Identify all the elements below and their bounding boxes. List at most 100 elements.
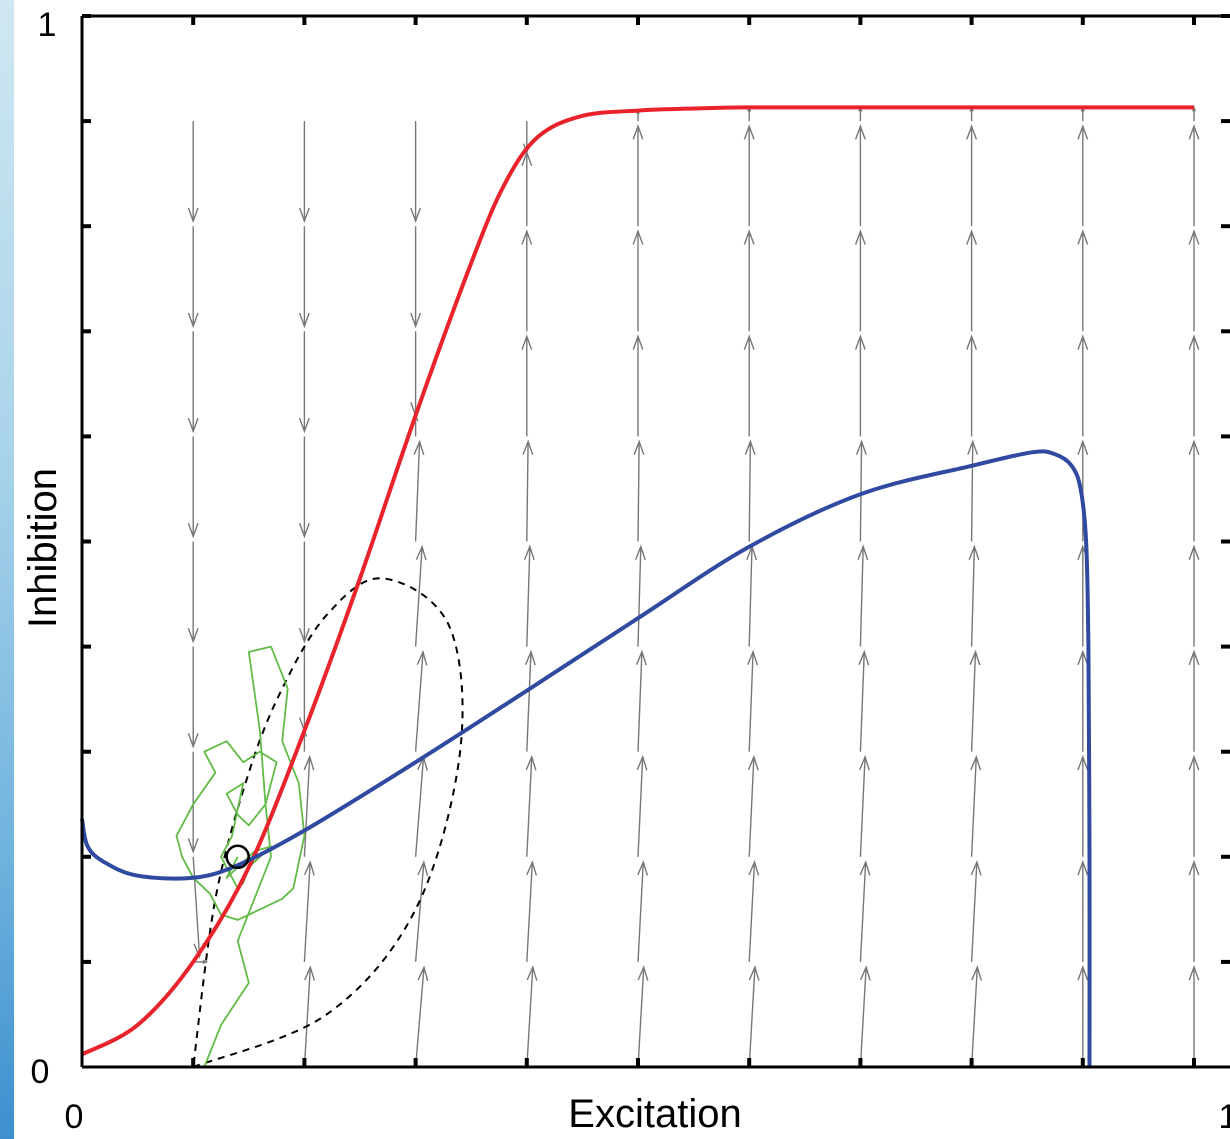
inhibitory-nullcline <box>81 105 1194 1057</box>
vector-arrowhead <box>854 124 866 140</box>
vector-arrowhead <box>1077 439 1089 455</box>
vector-arrow <box>970 441 974 542</box>
covariance-ellipse <box>192 577 464 1068</box>
vector-arrow <box>859 441 863 542</box>
vector-arrow <box>748 862 756 962</box>
x-tick-label-left: 0 <box>65 1098 84 1136</box>
vector-arrow <box>526 967 534 1068</box>
y-tick-label-top: 1 <box>38 6 57 44</box>
vector-arrow <box>970 651 977 752</box>
vector-arrowhead <box>1077 859 1089 876</box>
vector-arrowhead <box>521 229 533 245</box>
vector-arrowhead <box>1188 229 1200 245</box>
vector-arrow <box>414 757 425 857</box>
vector-arrowhead <box>1188 964 1200 981</box>
noisy-trajectory <box>175 645 306 1068</box>
vector-arrowhead <box>1077 334 1089 350</box>
vector-arrow <box>637 967 645 1068</box>
vector-arrowhead <box>526 965 538 981</box>
axis-ticks <box>82 14 1230 1067</box>
vector-arrow <box>859 967 867 1068</box>
vector-arrow <box>859 862 867 962</box>
vector-arrowhead <box>635 649 647 666</box>
vector-arrowhead <box>1077 124 1089 140</box>
vector-arrow <box>859 546 864 647</box>
decorative-side-strip <box>0 0 14 1139</box>
vector-arrow <box>414 967 425 1068</box>
vector-arrowhead <box>966 124 978 140</box>
vector-arrowhead <box>298 417 310 434</box>
vector-arrowhead <box>632 229 644 245</box>
vector-arrowhead <box>970 859 982 876</box>
vector-arrowhead <box>1077 649 1089 666</box>
vector-arrowhead <box>633 439 645 455</box>
vector-arrow <box>970 756 977 857</box>
vector-arrow <box>526 651 532 752</box>
vector-arrowhead <box>747 649 759 666</box>
vector-arrowhead <box>857 544 869 561</box>
vector-arrow <box>637 546 642 647</box>
trajectory-group <box>175 645 306 1068</box>
vector-arrowhead <box>303 754 315 771</box>
vector-arrow <box>637 651 643 752</box>
vector-arrowhead <box>854 334 866 350</box>
vector-arrowhead <box>747 754 759 771</box>
vector-arrowhead <box>1188 754 1200 771</box>
vector-arrow <box>526 441 529 542</box>
vector-arrowhead <box>187 312 199 329</box>
vector-arrowhead <box>303 860 315 876</box>
vector-arrowhead <box>632 124 644 140</box>
vector-arrowhead <box>743 124 755 140</box>
vector-arrow <box>414 862 425 962</box>
y-tick-label-bottom: 0 <box>31 1053 50 1091</box>
vector-arrow <box>970 862 978 962</box>
vector-arrow <box>192 856 201 957</box>
vector-arrowhead <box>859 754 870 771</box>
vector-arrowhead <box>854 229 866 245</box>
vector-arrowhead <box>524 649 536 666</box>
vector-arrowhead <box>1188 649 1200 666</box>
vector-arrowhead <box>1077 754 1089 771</box>
vector-arrowhead <box>410 207 422 224</box>
fixed-point-group <box>225 844 250 870</box>
vector-arrowhead <box>966 229 978 245</box>
vector-arrow <box>637 862 644 962</box>
vector-arrowhead <box>304 965 316 981</box>
vector-arrowhead <box>743 334 755 350</box>
vector-arrowhead <box>634 544 646 561</box>
vector-arrowhead <box>298 522 310 539</box>
vector-arrow <box>526 862 534 962</box>
vector-arrowhead <box>187 838 199 854</box>
vector-arrowhead <box>187 733 199 749</box>
vector-arrowhead <box>187 628 199 644</box>
vector-arrowhead <box>298 207 310 224</box>
vector-arrowhead <box>1188 544 1200 561</box>
vector-arrowhead <box>1077 229 1089 245</box>
vector-arrow <box>414 441 421 542</box>
nullclines-group <box>80 105 1194 1068</box>
vector-arrowhead <box>970 754 982 771</box>
vector-arrowhead <box>1077 964 1089 981</box>
vector-arrowhead <box>415 544 427 561</box>
vector-arrow <box>748 756 755 857</box>
vector-arrowhead <box>523 544 535 561</box>
vector-arrowhead <box>1188 439 1200 455</box>
vector-arrowhead <box>855 439 867 455</box>
vector-arrowhead <box>1188 334 1200 350</box>
excitatory-nullcline <box>80 449 1092 1068</box>
vector-arrowhead <box>202 959 209 964</box>
vector-arrow <box>414 651 424 752</box>
vector-arrowhead <box>632 334 644 350</box>
vector-arrow <box>970 967 979 1068</box>
covariance-ellipse-group <box>192 577 464 1068</box>
vector-arrow <box>748 441 752 542</box>
vector-arrow <box>637 756 644 857</box>
vector-arrowhead <box>410 312 422 329</box>
vector-arrow <box>303 862 311 962</box>
vector-arrow <box>637 441 640 542</box>
vector-arrowhead <box>525 754 537 771</box>
vector-arrowhead <box>187 417 199 434</box>
vector-arrow <box>303 967 312 1068</box>
